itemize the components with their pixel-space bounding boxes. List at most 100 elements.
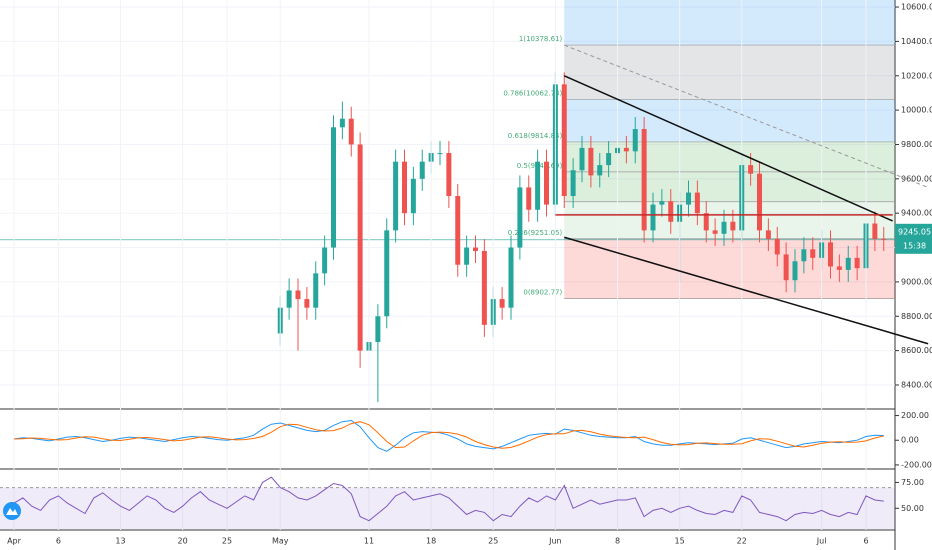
x-tick-label: 25 [488, 537, 498, 546]
candle-body [712, 230, 718, 234]
rsi-band [0, 487, 895, 529]
candle-body [668, 201, 674, 222]
candle-body [535, 161, 541, 210]
x-tick-label: Apr [7, 537, 22, 546]
x-tick-label: 25 [222, 537, 232, 546]
logo-icon [6, 508, 18, 515]
x-tick-label: 13 [115, 537, 125, 546]
candle-body [774, 238, 780, 255]
candle-body [331, 127, 336, 248]
y-tick-label: -200.00 [901, 460, 932, 469]
y-tick-label: 10000.00 [901, 106, 932, 115]
y-tick-label: 9600.00 [901, 174, 932, 183]
candle-body [402, 161, 407, 214]
candle-body [872, 223, 878, 239]
main-pane: 1(10378.61) 0.786(10062.78) 0.618(9814.84)… [0, 0, 895, 403]
y-tick-label: 9400.00 [901, 209, 932, 218]
fib-label: 0.618(9814.84) [508, 132, 563, 140]
candle-body [339, 118, 345, 128]
candle-body [730, 221, 736, 231]
candle-body [393, 161, 399, 231]
candle-body [845, 257, 851, 270]
candle-body [544, 161, 549, 205]
y-tick-label: 9800.00 [901, 140, 932, 149]
fib-label: 0.236(9251.05) [508, 229, 563, 237]
candle-body [836, 266, 842, 270]
trendline [564, 44, 929, 188]
candle-body [295, 290, 301, 300]
x-tick-label: Jun [548, 537, 562, 546]
last-price-label: 9245.05 [898, 227, 931, 236]
candle-body [686, 192, 691, 205]
candle-body [384, 230, 390, 317]
candle-body [748, 165, 754, 174]
y-tick-label: 8600.00 [901, 346, 932, 355]
y-tick-label: 0.00 [901, 436, 919, 445]
fib-zone [564, 0, 895, 46]
y-tick-label: 9000.00 [901, 277, 932, 286]
candle-body [606, 153, 612, 166]
candle-body [473, 247, 478, 251]
candle-body [570, 170, 576, 197]
candle-body [765, 230, 771, 239]
x-tick-label: 6 [863, 537, 868, 546]
x-tick-label: 15 [675, 537, 685, 546]
candle-body [410, 178, 416, 214]
x-tick-label: 22 [737, 537, 747, 546]
candle-body [579, 147, 585, 171]
fib-label: 0.786(10062.78) [503, 89, 562, 97]
candle-body [623, 147, 629, 152]
candle-body [783, 254, 789, 281]
trendline [564, 236, 929, 345]
candle-body [526, 187, 532, 210]
candle-body [446, 153, 452, 197]
candle-body [437, 153, 443, 155]
rsi-line [13, 476, 884, 522]
candle-body [313, 273, 319, 308]
fib-zone [564, 238, 895, 299]
trendline [563, 75, 893, 222]
fib-zone [564, 171, 895, 202]
x-tick-label: 18 [426, 537, 436, 546]
fib-label: 0(8902.77) [523, 289, 562, 297]
candle-body [721, 221, 727, 234]
candle-body [322, 247, 328, 274]
fib-zone [564, 45, 895, 100]
candle-body [286, 290, 292, 308]
y-tick-label: 8400.00 [901, 380, 932, 389]
candle-body [455, 196, 461, 265]
x-tick-label: Jul [816, 537, 827, 546]
candle-body [588, 147, 594, 176]
candle-body [499, 299, 505, 308]
candle-body [641, 129, 647, 231]
x-tick-label: 6 [56, 537, 61, 546]
candle-body [881, 238, 887, 240]
y-tick-label: 10200.00 [901, 71, 932, 80]
candle-body [792, 261, 798, 281]
x-tick-label: 20 [178, 537, 188, 546]
candle-body [517, 187, 523, 248]
candle-body [357, 144, 363, 351]
candle-body [304, 299, 310, 308]
candle-body [659, 201, 665, 205]
candle-body [632, 129, 638, 152]
fib-zone [564, 99, 895, 142]
macd-line [13, 421, 884, 449]
candle-body [348, 118, 354, 145]
y-tick-label: 50.00 [901, 504, 924, 513]
candle-body [375, 316, 381, 343]
y-tick-label: 10400.00 [901, 37, 932, 46]
candle-body [694, 192, 700, 214]
candle-body [508, 247, 514, 308]
candle-body [561, 84, 567, 197]
y-tick-label: 10600.00 [901, 3, 932, 12]
candle-body [828, 242, 833, 267]
y-tick-label: 75.00 [901, 478, 924, 487]
candle-body [810, 249, 816, 258]
countdown-label: 15:38 [903, 241, 926, 250]
candle-body [757, 173, 762, 231]
y-tick-label: 8800.00 [901, 312, 932, 321]
